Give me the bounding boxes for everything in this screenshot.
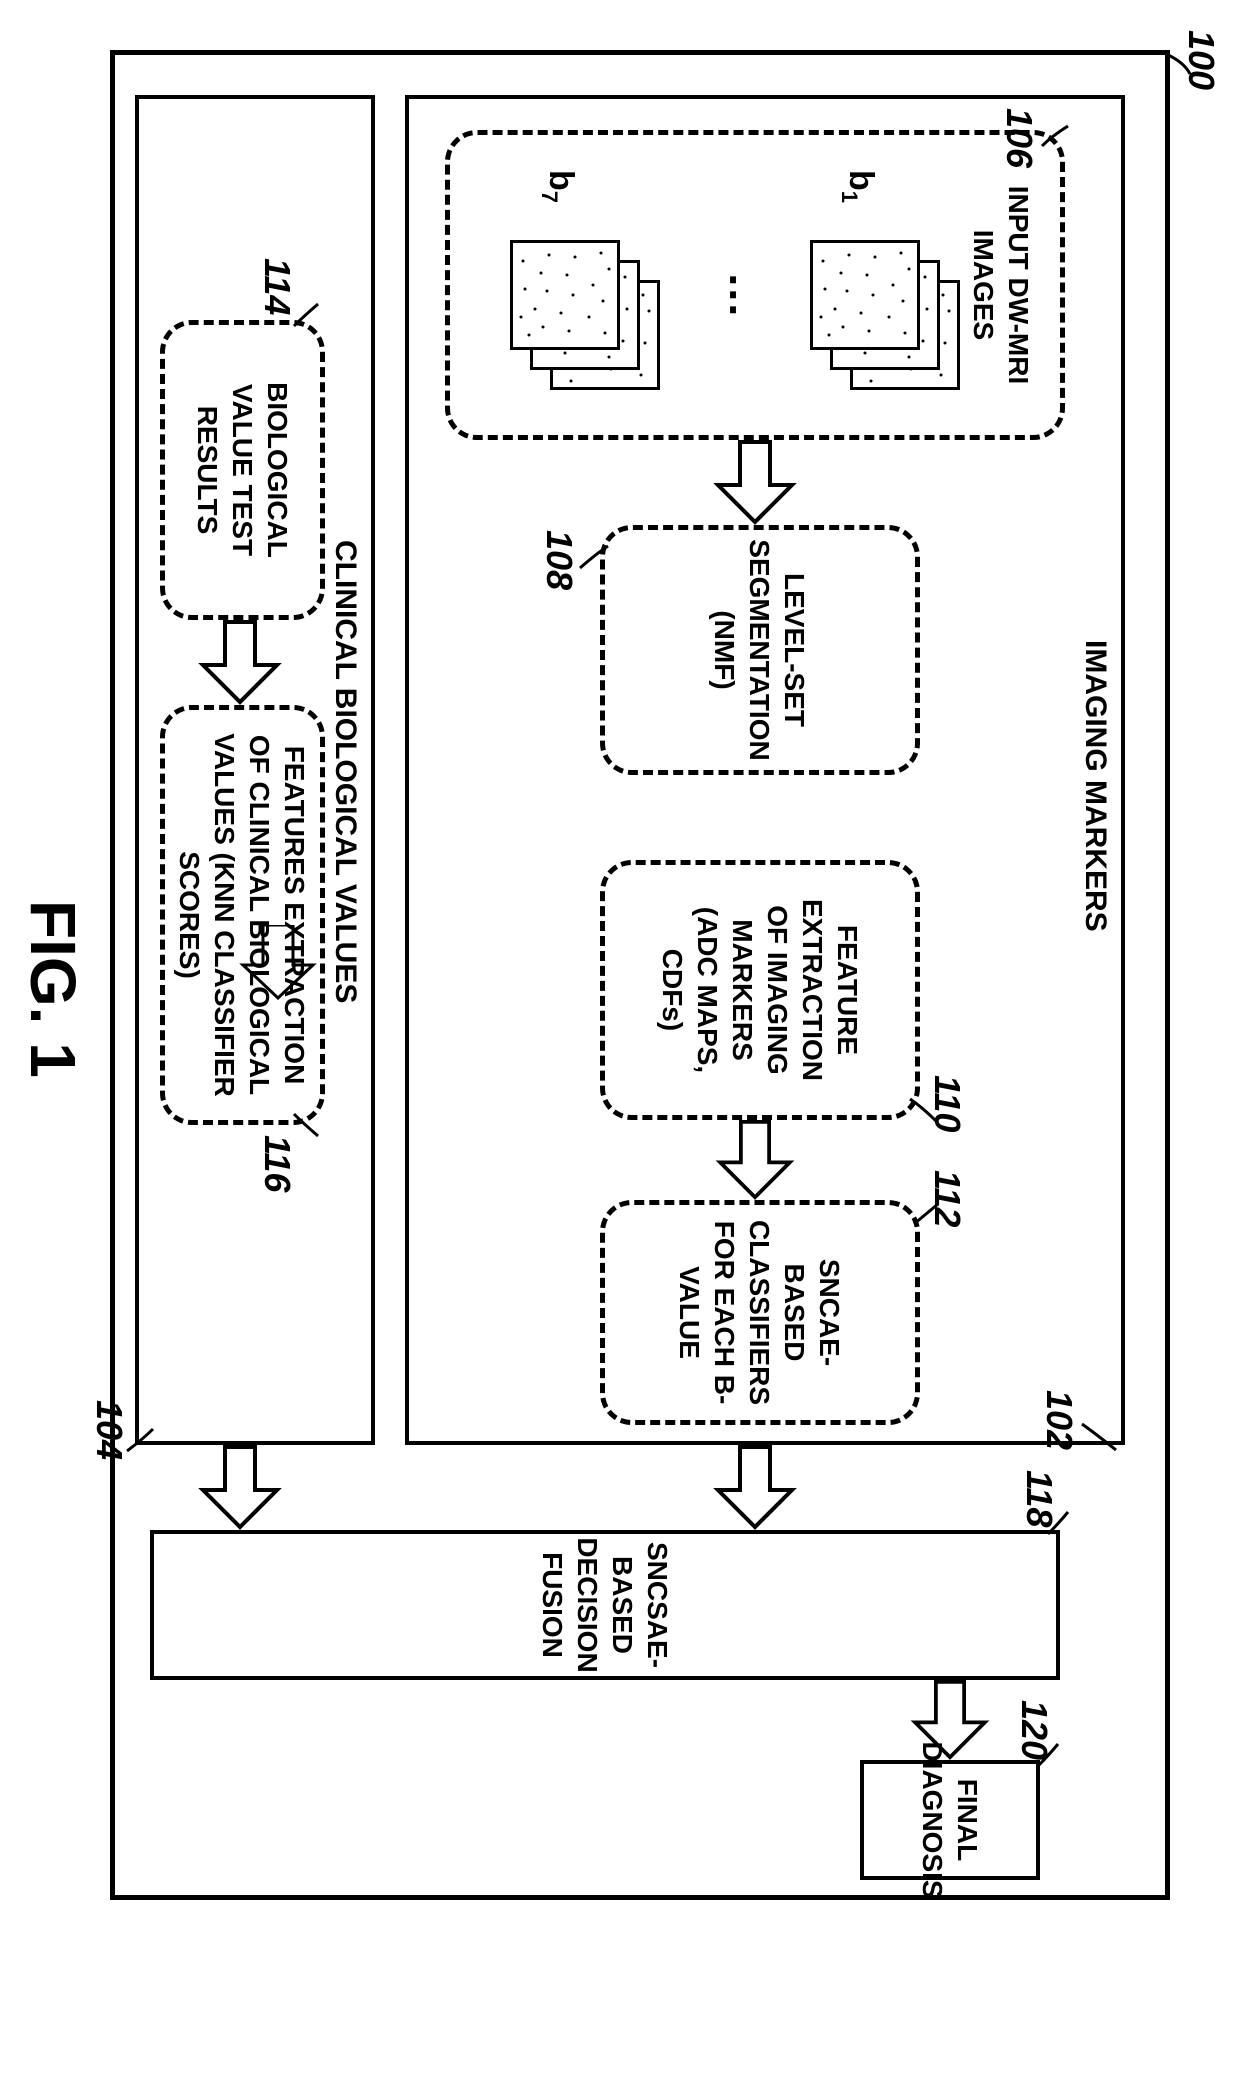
ref-104: 104 xyxy=(88,1400,130,1460)
node-112: SNCAE-BASED CLASSIFIERS FOR EACH B-VALUE xyxy=(600,1200,920,1425)
node-110-text: FEATURE EXTRACTION OF IMAGING MARKERS (A… xyxy=(655,883,865,1097)
vertical-dots: ⋮ xyxy=(711,270,755,321)
node-106-title: INPUT DW-MRI IMAGES xyxy=(966,153,1036,417)
stack-label-b1: b1 xyxy=(836,170,880,203)
node-116-text: FEATURES EXTRACTION OF CLINICAL BIOLOGIC… xyxy=(173,728,313,1102)
node-120-text: FINAL DIAGNOSIS xyxy=(915,1741,985,1898)
ref-120-leader xyxy=(1034,1740,1060,1770)
ref-114-leader xyxy=(290,300,320,330)
ref-108-leader xyxy=(578,542,612,572)
noise-icon xyxy=(813,243,917,347)
figure-label: FIG. 1 xyxy=(16,900,90,1078)
node-120: FINAL DIAGNOSIS xyxy=(860,1760,1040,1880)
node-118-text: SNCSAE-BASED DECISION FUSION xyxy=(535,1537,675,1672)
arrow-114-to-116 xyxy=(195,620,285,705)
noise-icon xyxy=(513,243,617,347)
node-112-text: SNCAE-BASED CLASSIFIERS FOR EACH B-VALUE xyxy=(673,1220,848,1405)
title-clinical: CLINICAL BIOLOGICAL VALUES xyxy=(328,540,362,1003)
ref-106-leader xyxy=(1040,122,1070,152)
node-110: FEATURE EXTRACTION OF IMAGING MARKERS (A… xyxy=(600,860,920,1120)
node-116: FEATURES EXTRACTION OF CLINICAL BIOLOGIC… xyxy=(160,705,325,1125)
ref-112-leader xyxy=(910,1200,940,1230)
ref-102: 102 xyxy=(1038,1390,1080,1450)
ref-116: 116 xyxy=(256,1135,298,1192)
arrow-116-to-118 xyxy=(195,1445,285,1530)
ref-104-leader xyxy=(125,1425,155,1455)
ref-110-leader xyxy=(908,1095,938,1125)
node-108: LEVEL-SET SEGMENTATION (NMF) xyxy=(600,525,920,775)
ref-108: 108 xyxy=(538,530,580,590)
arrow-112-to-118 xyxy=(710,1445,800,1530)
stack-label-b7: b7 xyxy=(536,170,580,203)
node-114-text: BIOLOGICAL VALUE TEST RESULTS xyxy=(190,343,295,597)
title-imaging-markers: IMAGING MARKERS xyxy=(1078,640,1112,932)
arrow-110-to-112 xyxy=(710,1120,800,1200)
node-118: SNCSAE-BASED DECISION FUSION xyxy=(150,1530,1060,1680)
node-108-text: LEVEL-SET SEGMENTATION (NMF) xyxy=(708,539,813,760)
diagram-stage: 100 IMAGING MARKERS 102 INPUT DW-MRI IMA… xyxy=(0,0,1240,2100)
ref-118-leader xyxy=(1044,1508,1070,1538)
ref-106: 106 xyxy=(998,108,1040,168)
ref-102-leader xyxy=(1080,1420,1120,1454)
node-114: BIOLOGICAL VALUE TEST RESULTS xyxy=(160,320,325,620)
arrow-106-to-108 xyxy=(710,440,800,525)
ref-116-leader xyxy=(290,1110,320,1140)
